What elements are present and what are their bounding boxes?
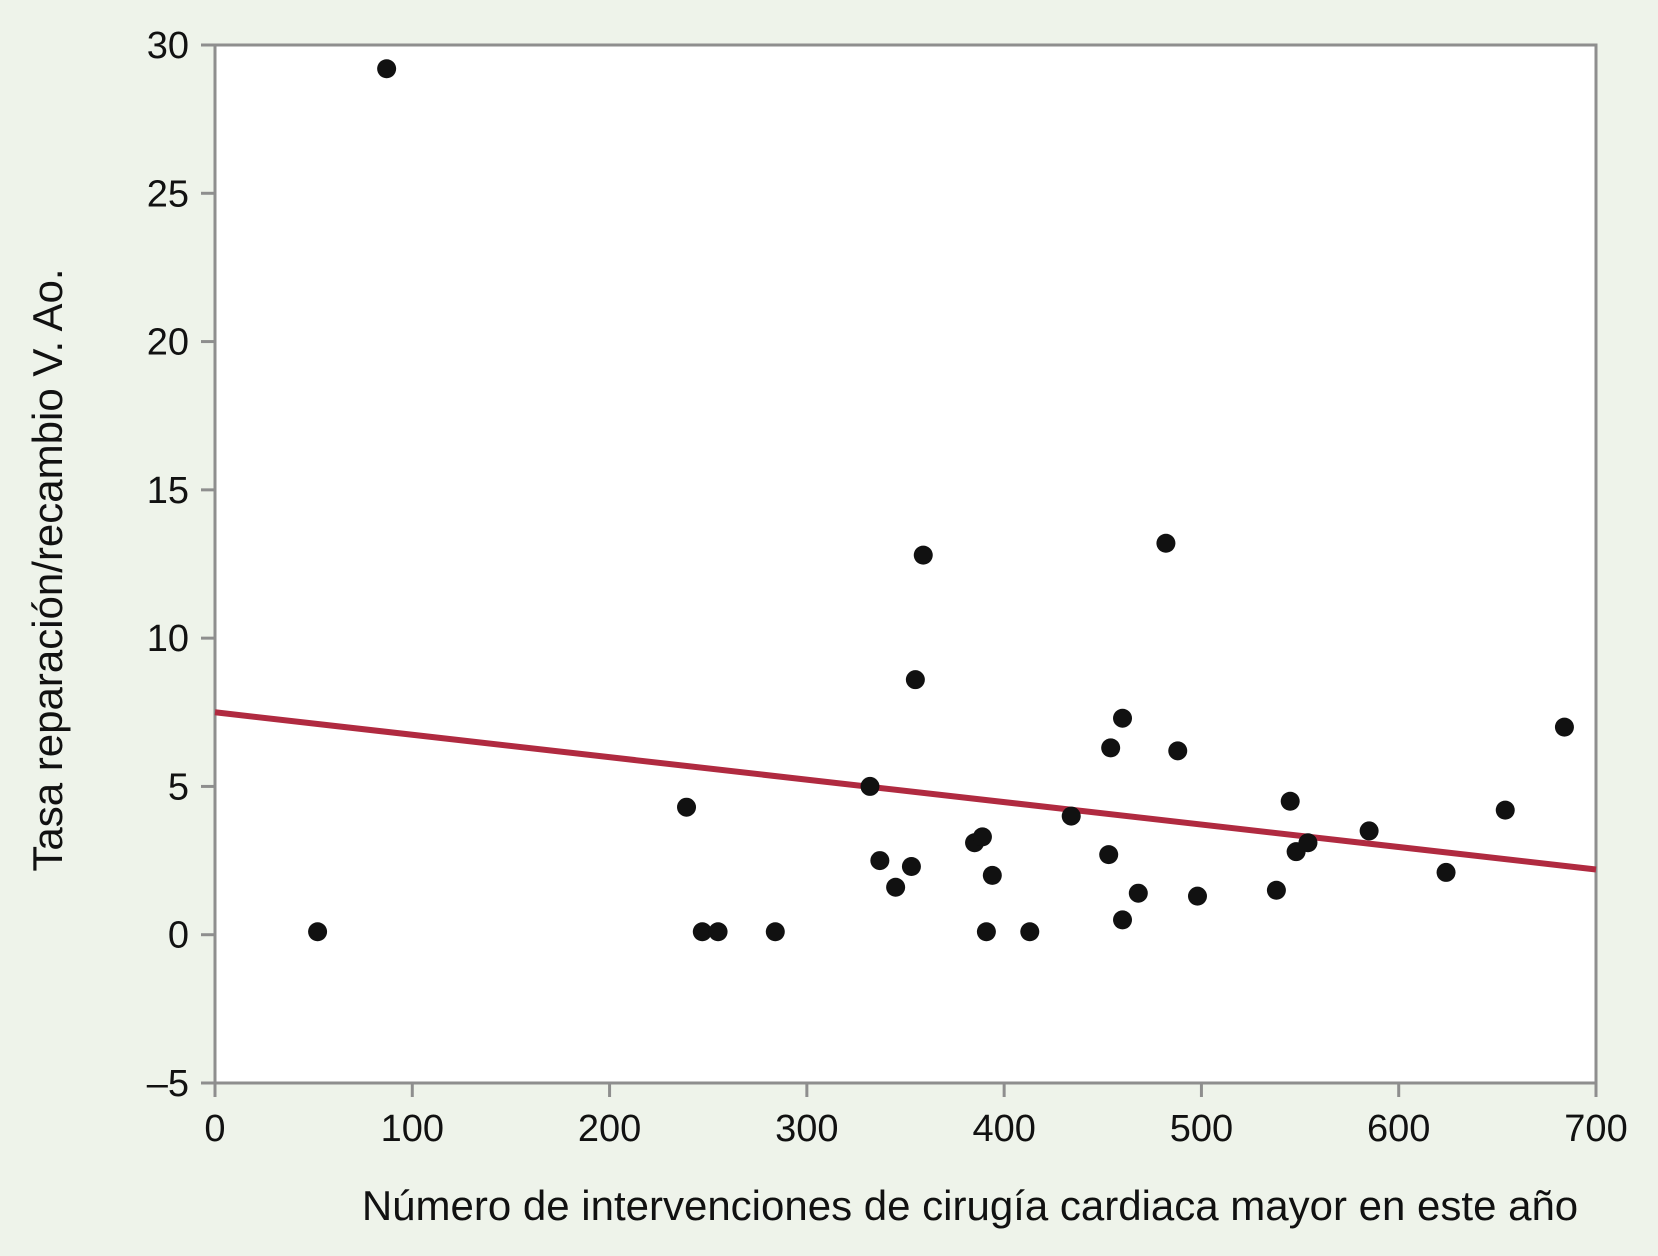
data-point xyxy=(972,827,992,847)
y-tick-label: 20 xyxy=(147,322,189,364)
data-points xyxy=(308,59,1574,942)
data-point xyxy=(1187,886,1207,906)
data-point xyxy=(1156,533,1176,553)
data-point xyxy=(1113,708,1133,728)
data-point xyxy=(901,857,921,877)
y-axis-title: Tasa reparación/recambio V. Ao. xyxy=(24,268,71,871)
data-point xyxy=(913,545,933,565)
x-axis: 0 100 200 300 400 500 600 700 xyxy=(204,1083,1628,1150)
y-axis: –5 0 5 10 15 20 25 30 xyxy=(147,25,215,1105)
data-point xyxy=(1266,880,1286,900)
trend-line-group xyxy=(214,709,1597,873)
x-axis-title: Número de intervenciones de cirugía card… xyxy=(362,1182,1578,1229)
data-point xyxy=(692,922,712,942)
data-point xyxy=(1099,845,1119,865)
y-tick-label: 5 xyxy=(168,766,189,808)
data-point xyxy=(1061,806,1081,826)
data-point xyxy=(870,851,890,871)
data-point xyxy=(1359,821,1379,841)
x-tick-label: 300 xyxy=(775,1108,838,1150)
x-tick-label: 100 xyxy=(381,1108,444,1150)
data-point xyxy=(677,797,697,817)
data-point xyxy=(1495,800,1515,820)
x-tick-label: 0 xyxy=(204,1108,225,1150)
data-point xyxy=(1113,910,1133,930)
y-tick-label: 30 xyxy=(147,25,189,67)
data-point xyxy=(1436,862,1456,882)
data-point xyxy=(1128,883,1148,903)
data-point xyxy=(1168,741,1188,761)
y-tick-label: 15 xyxy=(147,470,189,512)
data-point xyxy=(1020,922,1040,942)
x-tick-label: 400 xyxy=(972,1108,1035,1150)
data-point xyxy=(708,922,728,942)
y-tick-label: –5 xyxy=(147,1063,189,1105)
x-tick-label: 200 xyxy=(578,1108,641,1150)
data-point xyxy=(1101,738,1121,758)
data-point xyxy=(976,922,996,942)
trend-line xyxy=(214,709,1597,873)
data-point xyxy=(905,670,925,690)
y-tick-label: 25 xyxy=(147,173,189,215)
y-tick-label: 10 xyxy=(147,618,189,660)
plot-area xyxy=(213,43,1598,1085)
data-point xyxy=(377,59,397,79)
data-point xyxy=(860,776,880,796)
data-point xyxy=(1298,833,1318,853)
y-tick-label: 0 xyxy=(168,915,189,957)
data-point xyxy=(982,865,1002,885)
x-tick-label: 700 xyxy=(1564,1108,1627,1150)
data-point xyxy=(1280,791,1300,811)
x-tick-label: 500 xyxy=(1170,1108,1233,1150)
data-point xyxy=(886,877,906,897)
data-point xyxy=(765,922,785,942)
data-point xyxy=(1554,717,1574,737)
data-point xyxy=(308,922,328,942)
x-tick-label: 600 xyxy=(1367,1108,1430,1150)
